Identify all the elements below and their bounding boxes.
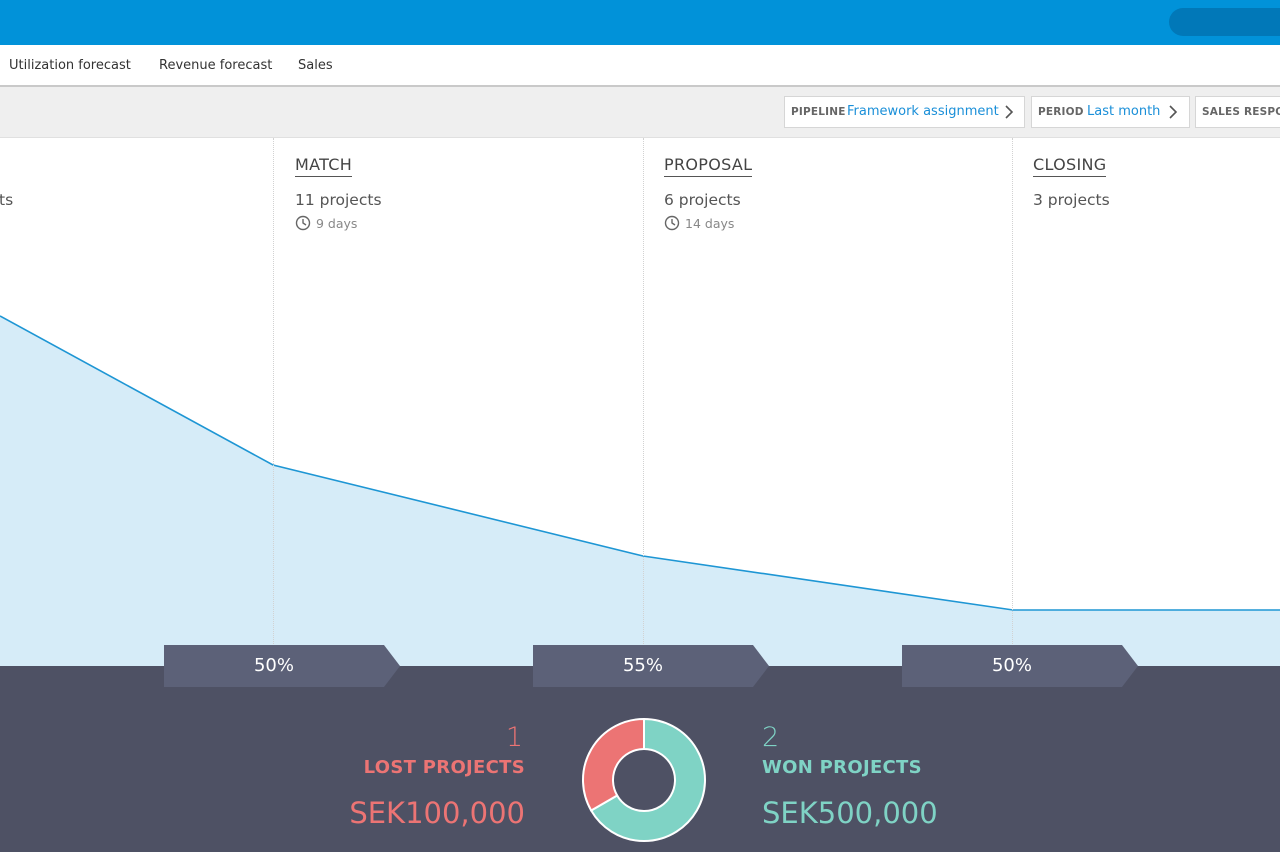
won-projects-count: 2 <box>762 722 780 753</box>
chevron-right-icon <box>1005 105 1014 119</box>
stage-proposal-duration: 14 days <box>664 215 734 231</box>
stage-divider <box>273 138 274 666</box>
tab-utilization-forecast[interactable]: Utilization forecast <box>9 58 131 73</box>
tab-sales[interactable]: Sales <box>298 58 333 73</box>
filter-bar: PIPELINE Framework assignment PERIOD Las… <box>0 87 1280 138</box>
stage-match-duration: 9 days <box>295 215 357 231</box>
won-projects-amount: SEK500,000 <box>762 796 938 830</box>
chevron-right-icon <box>1169 105 1178 119</box>
conversion-rate-label: 55% <box>622 655 663 676</box>
clock-icon <box>664 215 680 231</box>
tab-revenue-forecast[interactable]: Revenue forecast <box>159 58 273 73</box>
conversion-tag: 50% <box>902 645 1142 689</box>
tab-bar: Utilization forecast Revenue forecast Sa… <box>0 45 1280 87</box>
sales-responsible-filter-label: SALES RESPON <box>1202 106 1280 118</box>
stage-match-days: 9 days <box>316 216 358 231</box>
period-filter-value: Last month <box>1087 104 1161 119</box>
clock-icon <box>295 215 311 231</box>
top-header-bar <box>0 0 1280 45</box>
stage-divider <box>1012 138 1013 666</box>
pipeline-filter-value: Framework assignment <box>847 104 999 119</box>
stage-divider <box>643 138 644 666</box>
stage-closing-projects: 3 projects <box>1033 191 1110 209</box>
sales-funnel: ts MATCH 11 projects 9 days PROPOSAL 6 p… <box>0 138 1280 666</box>
funnel-area <box>0 316 1280 666</box>
stage-match-title[interactable]: MATCH <box>295 155 353 177</box>
stage-match-projects: 11 projects <box>295 191 382 209</box>
stage-proposal-projects: 6 projects <box>664 191 741 209</box>
header-search-field[interactable] <box>1169 8 1280 36</box>
pipeline-filter[interactable]: PIPELINE Framework assignment <box>784 96 1025 128</box>
lost-projects-label: LOST PROJECTS <box>363 757 525 778</box>
stage-lead-projects: ts <box>0 191 14 209</box>
funnel-chart <box>0 315 1280 666</box>
won-lost-donut-chart <box>582 717 706 842</box>
period-filter[interactable]: PERIOD Last month <box>1031 96 1190 128</box>
sales-responsible-filter[interactable]: SALES RESPON <box>1195 96 1280 128</box>
conversion-tag: 50% <box>164 645 404 689</box>
conversion-tag: 55% <box>533 645 773 689</box>
stage-closing-title[interactable]: CLOSING <box>1033 155 1107 177</box>
stage-proposal-title[interactable]: PROPOSAL <box>664 155 753 177</box>
pipeline-filter-label: PIPELINE <box>791 106 846 118</box>
donut-slice-won <box>589 717 706 842</box>
won-projects-label: WON PROJECTS <box>762 757 922 778</box>
donut-slice-lost <box>582 717 645 812</box>
conversion-rate-label: 50% <box>253 655 294 676</box>
conversion-rate-label: 50% <box>991 655 1032 676</box>
period-filter-label: PERIOD <box>1038 106 1084 118</box>
lost-projects-count: 1 <box>505 722 523 753</box>
stage-proposal-days: 14 days <box>685 216 735 231</box>
lost-projects-amount: SEK100,000 <box>349 796 525 830</box>
